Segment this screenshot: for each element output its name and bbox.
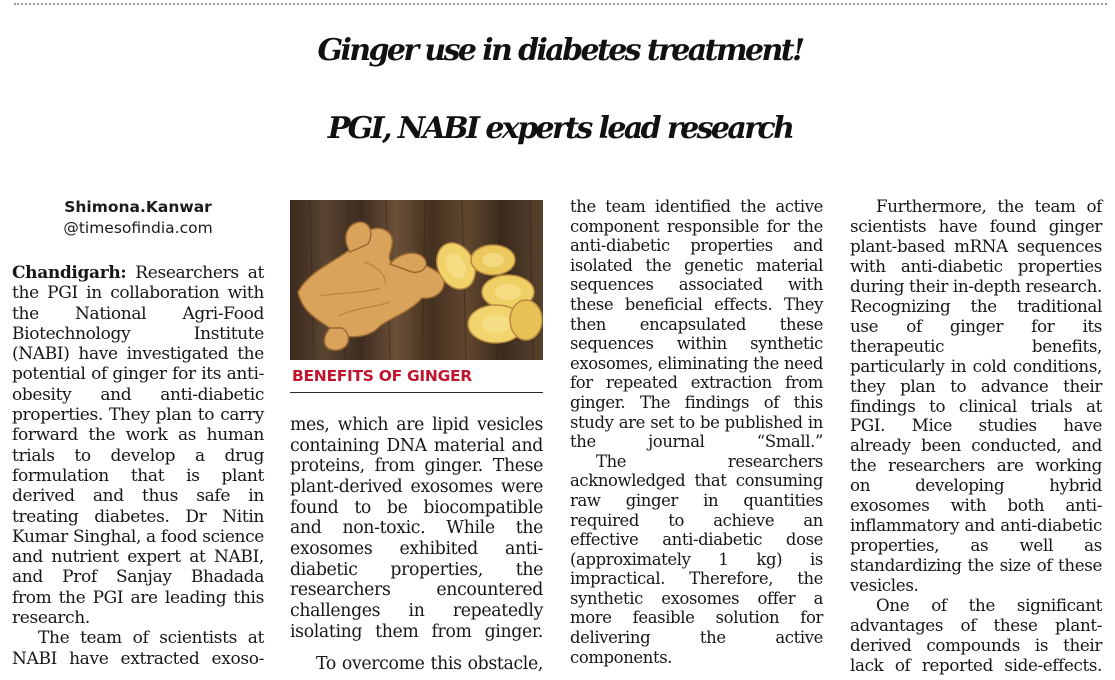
article-column-1: Chandigarh: Researchers at the PGI in co… bbox=[12, 263, 264, 669]
ginger-photo bbox=[290, 200, 543, 360]
byline-handle: @timesofindia.com bbox=[63, 219, 213, 237]
paragraph: The researchers acknowledged that consum… bbox=[570, 451, 823, 667]
paragraph: mes, which are lipid vesicles containing… bbox=[290, 415, 543, 642]
top-dotted-rule bbox=[14, 3, 1107, 5]
paragraph: the team identified the active component… bbox=[570, 197, 823, 452]
headline-line-2: PGI, NABI experts lead research bbox=[327, 111, 795, 146]
ginger-image bbox=[297, 200, 543, 360]
article-column-3: the team identified the active component… bbox=[570, 197, 823, 667]
paragraph-text: Researchers at the PGI in collaboration … bbox=[12, 263, 265, 629]
byline-author: Shimona.Kanwar bbox=[64, 198, 212, 216]
dateline: Chandigarh: bbox=[12, 263, 127, 283]
paragraph: The team of scientists at NABI have extr… bbox=[12, 628, 264, 669]
paragraph: To overcome this obstacle, bbox=[316, 654, 543, 675]
paragraph: Furthermore, the team of scientists have… bbox=[850, 196, 1102, 596]
article-column-2: mes, which are lipid vesicles containing… bbox=[290, 415, 543, 675]
paragraph: One of the significant advantages of the… bbox=[850, 595, 1102, 675]
photo-caption: BENEFITS OF GINGER bbox=[292, 367, 472, 385]
headline-line-1: Ginger use in diabetes treatment! bbox=[317, 33, 805, 68]
photo-caption-bar: BENEFITS OF GINGER bbox=[290, 363, 543, 393]
byline: Shimona.Kanwar @timesofindia.com bbox=[20, 197, 256, 239]
headline: Ginger use in diabetes treatment! PGI, N… bbox=[10, 12, 1110, 168]
paragraph: Chandigarh: Researchers at the PGI in co… bbox=[12, 263, 264, 628]
article-column-4: Furthermore, the team of scientists have… bbox=[850, 196, 1102, 676]
